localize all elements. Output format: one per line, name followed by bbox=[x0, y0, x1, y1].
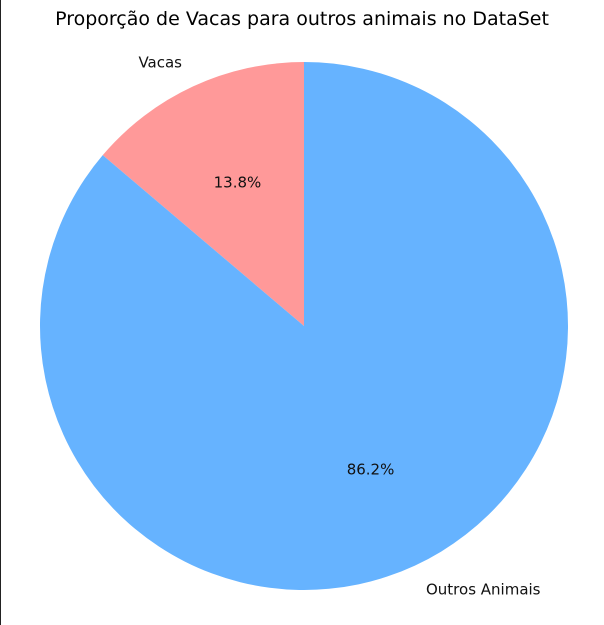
pie-slice-vacas bbox=[102, 62, 304, 326]
chart-title: Proporção de Vacas para outros animais n… bbox=[55, 8, 549, 30]
slice-label-outros-animais: Outros Animais bbox=[426, 581, 541, 599]
pct-label-outros-animais: 86.2% bbox=[347, 461, 395, 479]
slice-label-vacas: Vacas bbox=[138, 53, 182, 71]
pct-label-vacas: 13.8% bbox=[214, 173, 262, 191]
pie-slice-outros-animais bbox=[40, 62, 569, 590]
